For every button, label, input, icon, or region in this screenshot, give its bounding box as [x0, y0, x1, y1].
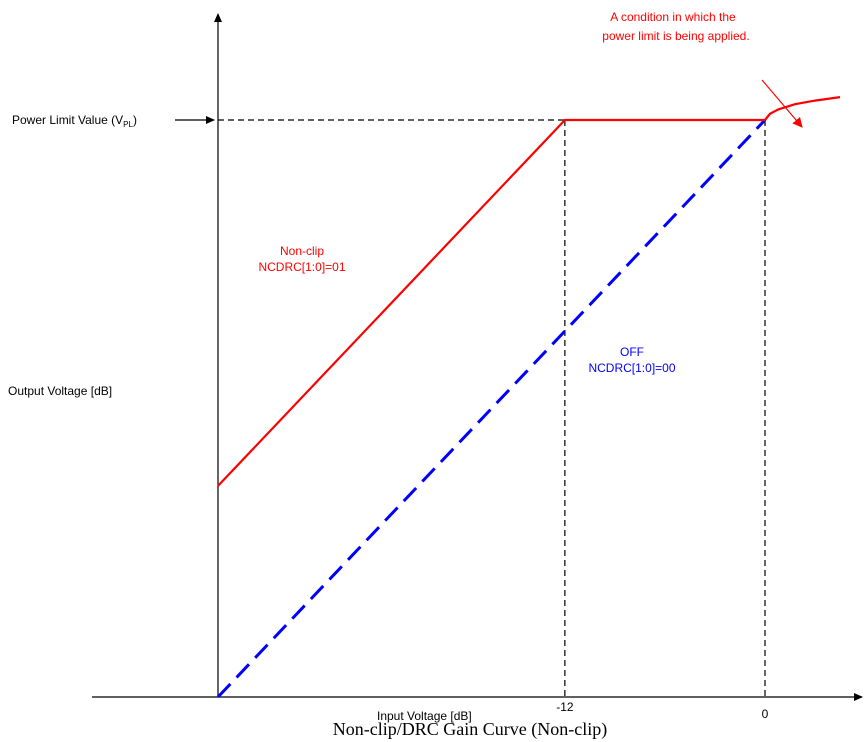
y-axis-label: Output Voltage [dB]: [8, 384, 112, 398]
off-series-setting: NCDRC[1:0]=00: [588, 361, 675, 375]
figure-caption: Non-clip/DRC Gain Curve (Non-clip): [333, 719, 607, 740]
non-clip-series-setting: NCDRC[1:0]=01: [258, 260, 345, 274]
series-off-line: [216, 118, 767, 699]
non-clip-series-name: Non-clip: [280, 244, 324, 258]
series-non-clip-line: [217, 118, 765, 487]
power-limit-label: Power Limit Value (VPL): [12, 113, 137, 129]
x-tick-label-minus12: -12: [556, 700, 574, 714]
annotation-arrow: [761, 79, 803, 128]
off-series-name: OFF: [620, 345, 644, 359]
annotation-line-2: power limit is being applied.: [602, 29, 749, 43]
power-limit-curve: [764, 96, 841, 121]
annotation-line-1: A condition in which the: [610, 10, 736, 24]
x-axis-label: Input Voltage [dB]: [377, 709, 472, 723]
x-tick-label-0: 0: [762, 707, 769, 721]
